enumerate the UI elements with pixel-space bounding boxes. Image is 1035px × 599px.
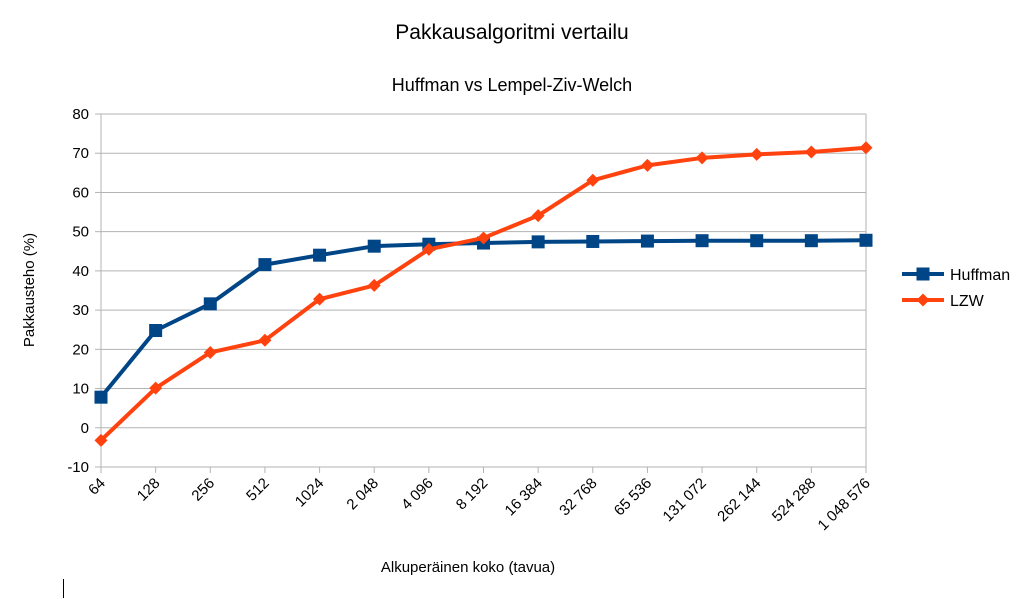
- y-tick-label: 80: [72, 106, 89, 123]
- legend-label-huffman: Huffman: [950, 267, 1010, 284]
- huffman-point: [258, 258, 272, 272]
- huffman-point: [203, 297, 217, 311]
- x-tick-label: 1024: [292, 475, 328, 511]
- lzw-point: [258, 333, 272, 347]
- lzw-point: [203, 345, 217, 359]
- series-huffman: [94, 233, 873, 404]
- y-tick-label: 50: [72, 224, 89, 241]
- x-tick-label: 131 072: [660, 475, 710, 525]
- lzw-point: [750, 147, 764, 161]
- y-tick-label: 40: [72, 263, 89, 280]
- x-tick-label: 4 096: [398, 475, 437, 514]
- lzw-point: [586, 173, 600, 187]
- huffman-point: [313, 248, 327, 262]
- y-tick-label: 60: [72, 184, 89, 201]
- huffman-point: [94, 390, 108, 404]
- x-axis-title: Alkuperäinen koko (tavua): [381, 559, 555, 576]
- y-tick-labels: -10 0 10 20 30 40 50 60 70 80: [67, 106, 89, 476]
- x-tick-label: 16 384: [502, 475, 546, 519]
- huffman-point: [367, 239, 381, 253]
- chart-title: Pakkausalgoritmi vertailu: [395, 21, 628, 44]
- y-tick-label: 30: [72, 302, 89, 319]
- x-tick-label: 512: [243, 475, 273, 505]
- x-tick-labels: 64 128 256 512 1024 2 048 4 096 8 192 16 384 32 7…: [85, 475, 874, 534]
- lzw-point: [313, 292, 327, 306]
- x-tick-label: 32 768: [556, 475, 600, 519]
- huffman-line: [99, 238, 867, 399]
- lzw-point: [367, 278, 381, 292]
- lzw-point: [640, 158, 654, 172]
- lzw-point: [94, 433, 108, 447]
- x-tick-label: 8 192: [453, 475, 492, 514]
- huffman-point: [586, 234, 600, 248]
- y-tick-label: 0: [81, 420, 89, 437]
- gridlines: [101, 113, 866, 468]
- legend-marker-huffman: [916, 267, 930, 281]
- legend: Huffman LZW: [902, 267, 1010, 310]
- huffman-point: [750, 234, 764, 248]
- huffman-point: [640, 234, 654, 248]
- y-tick-label: 20: [72, 341, 89, 358]
- x-tick-label: 524 288: [769, 475, 819, 525]
- y-axis-title: Pakkausteho (%): [21, 233, 38, 347]
- lzw-point: [804, 145, 818, 159]
- huffman-point: [804, 234, 818, 248]
- x-tick-label: 262 144: [714, 475, 764, 525]
- x-tick-label: 256: [188, 475, 218, 505]
- huffman-point: [695, 234, 709, 248]
- x-tick-label: 128: [134, 475, 164, 505]
- axes: [95, 113, 867, 473]
- lzw-point: [477, 231, 490, 245]
- lzw-line: [99, 145, 867, 442]
- huffman-point: [859, 233, 873, 247]
- lzw-point: [695, 151, 709, 165]
- series-lzw: [94, 141, 873, 447]
- huffman-point: [149, 324, 163, 338]
- lzw-point: [531, 209, 545, 223]
- y-tick-label: 10: [72, 381, 89, 398]
- legend-marker-lzw: [916, 293, 930, 307]
- series-group: [94, 141, 873, 447]
- x-tick-label: 2 048: [343, 475, 382, 514]
- y-tick-label: -10: [67, 459, 89, 476]
- legend-label-lzw: LZW: [950, 293, 985, 310]
- y-tick-label: 70: [72, 145, 89, 162]
- lzw-point: [149, 381, 163, 395]
- x-tick-label: 1 048 576: [815, 475, 874, 534]
- x-tick-label: 65 536: [611, 475, 655, 519]
- text-cursor: [63, 579, 64, 598]
- lzw-point: [859, 141, 873, 155]
- chart-subtitle: Huffman vs Lempel-Ziv-Welch: [392, 75, 632, 95]
- lzw-point: [422, 242, 436, 256]
- huffman-point: [531, 235, 545, 249]
- x-tick-label: 64: [85, 475, 109, 499]
